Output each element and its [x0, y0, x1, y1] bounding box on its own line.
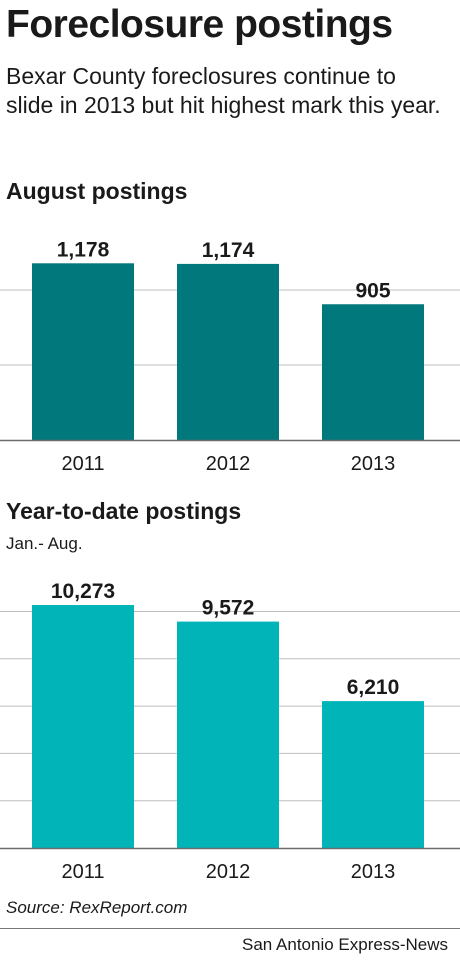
footer-divider [0, 928, 460, 929]
ytd-value-label-2012: 9,572 [202, 597, 255, 620]
ytd-chart: 10,273 2011 9,572 2012 6,210 2013 [0, 560, 460, 890]
august-bar-chart: 1,178 2011 1,174 2012 905 2013 [0, 238, 460, 475]
ytd-bar-2011 [32, 605, 134, 848]
ytd-category-label-2012: 2012 [206, 861, 251, 883]
ytd-chart-subtitle: Jan.- Aug. [6, 534, 83, 553]
ytd-category-label-2013: 2013 [351, 861, 396, 883]
august-category-label-2013: 2013 [351, 453, 396, 475]
august-value-label-2011: 1,178 [57, 238, 110, 261]
ytd-bar-chart: 10,273 2011 9,572 2012 6,210 2013 [0, 580, 460, 883]
august-value-label-2012: 1,174 [202, 239, 255, 262]
page-subtitle: Bexar County foreclosures continue to sl… [6, 63, 441, 118]
publisher-credit: San Antonio Express-News [242, 935, 448, 954]
ytd-value-label-2013: 6,210 [347, 676, 400, 699]
ytd-value-label-2011: 10,273 [51, 580, 115, 603]
source-note: Source: RexReport.com [6, 898, 188, 917]
august-bar-2011 [32, 263, 134, 440]
august-chart-title: August postings [6, 178, 188, 204]
august-chart: 1,178 2011 1,174 2012 905 2013 [0, 214, 460, 484]
ytd-category-label-2011: 2011 [61, 861, 104, 883]
august-bar-2013 [322, 304, 424, 440]
page-title: Foreclosure postings [6, 3, 393, 46]
ytd-bar-2012 [177, 621, 279, 848]
august-value-label-2013: 905 [355, 279, 390, 302]
august-category-label-2011: 2011 [61, 453, 104, 475]
august-category-label-2012: 2012 [206, 453, 251, 475]
ytd-chart-title: Year-to-date postings [6, 498, 242, 524]
ytd-bar-2013 [322, 701, 424, 848]
august-bar-2012 [177, 263, 279, 440]
